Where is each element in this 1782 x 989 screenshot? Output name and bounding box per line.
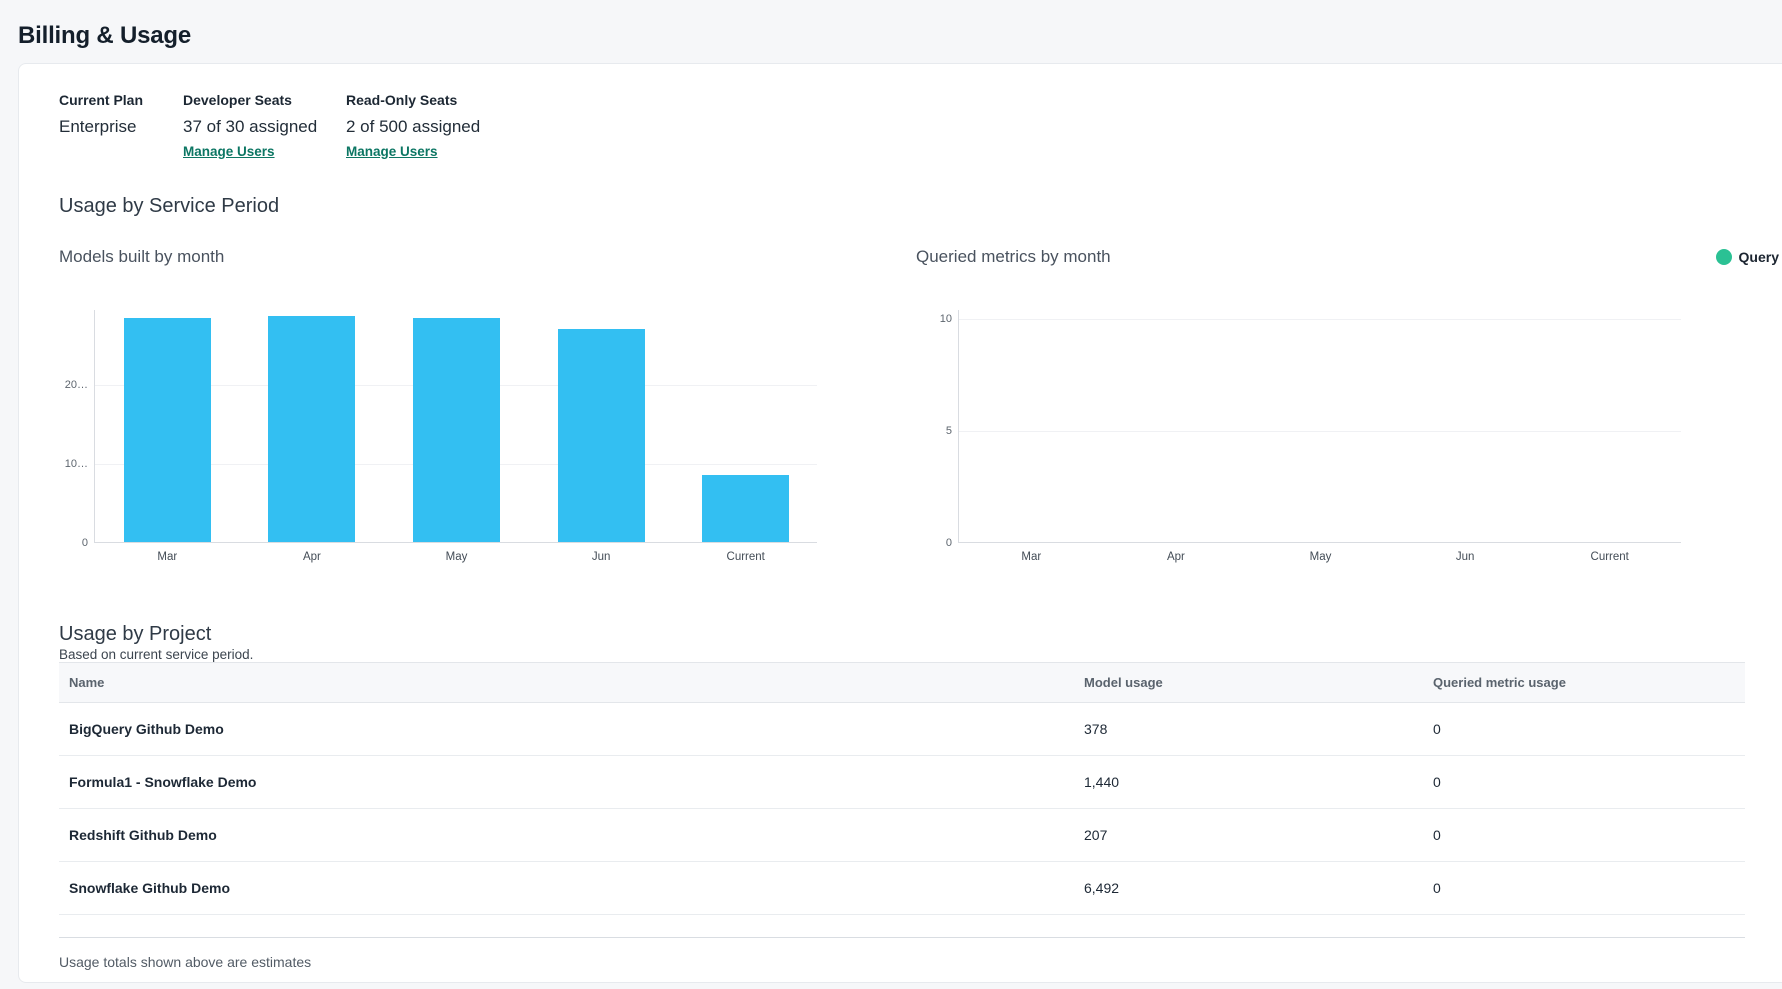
project-name-cell: Redshift Github Demo [69, 827, 217, 843]
y-axis-tick-label: 0 [945, 537, 952, 549]
queried-metric-usage-cell: 0 [1433, 827, 1441, 843]
x-axis-tick-label: Current [726, 551, 765, 563]
service-period-heading: Usage by Service Period [59, 195, 280, 217]
bar-may [413, 317, 500, 542]
query-legend: Query [1715, 249, 1779, 265]
developer-seats-value: 37 of 30 assigned [183, 117, 318, 136]
current-plan-label: Current Plan [59, 92, 144, 108]
developer-seats-label: Developer Seats [183, 92, 292, 108]
metrics-chart-title: Queried metrics by month [916, 247, 1111, 266]
footer-divider [59, 937, 1745, 938]
models-built-chart: Models built by month 0 10… 20… Mar Apr May Ju… [59, 246, 817, 563]
column-header-model-usage: Model usage [1074, 662, 1423, 703]
developer-seats-section: Developer Seats 37 of 30 assigned Manage… [183, 92, 346, 161]
charts-row: Models built by month 0 10… 20… Mar Apr May Ju… [59, 246, 1779, 563]
table-row: Redshift Github Demo 207 0 [59, 809, 1745, 862]
y-axis-tick-label: 10… [64, 458, 88, 471]
usage-by-project-table: Name Model usage Queried metric usage Bi… [59, 662, 1745, 915]
readonly-seats-section: Read-Only Seats 2 of 500 assigned Manage… [346, 92, 480, 161]
x-axis-tick-label: Jun [591, 551, 611, 563]
current-plan-value: Enterprise [59, 117, 137, 136]
queried-metric-usage-cell: 0 [1433, 774, 1441, 790]
billing-card: Current Plan Enterprise Developer Seats … [18, 63, 1782, 983]
project-usage-subheading: Based on current service period. [59, 647, 254, 662]
readonly-seats-value: 2 of 500 assigned [346, 117, 481, 136]
column-header-name: Name [59, 662, 1074, 703]
bar-jun [557, 328, 645, 542]
gridline [959, 430, 1681, 432]
queried-metric-usage-cell: 0 [1433, 880, 1441, 896]
y-axis-tick-label: 0 [81, 537, 88, 549]
table-row: BigQuery Github Demo 378 0 [59, 703, 1745, 756]
metrics-chart-plot: 0 5 10 Mar Apr May Jun Current [940, 310, 1681, 563]
y-axis-tick-label: 20… [64, 379, 88, 392]
models-chart-plot: 0 10… 20… Mar Apr May Jun Current [65, 310, 817, 563]
queried-metrics-chart: Queried metrics by month Query 0 5 10 Mar Ap… [916, 246, 1779, 563]
model-usage-cell: 1,440 [1084, 774, 1120, 790]
column-header-queried-metric-usage: Queried metric usage [1423, 662, 1745, 703]
project-usage-heading: Usage by Project [59, 623, 212, 645]
queried-metric-usage-cell: 0 [1433, 721, 1441, 737]
project-name-cell: Formula1 - Snowflake Demo [69, 774, 257, 790]
gridline [959, 318, 1681, 320]
table-row: Formula1 - Snowflake Demo 1,440 0 [59, 756, 1745, 809]
manage-readonly-users-link[interactable]: Manage Users [346, 144, 438, 159]
readonly-seats-label: Read-Only Seats [346, 92, 458, 108]
query-legend-label: Query [1738, 249, 1779, 265]
model-usage-cell: 378 [1084, 721, 1108, 737]
page-title: Billing & Usage [18, 22, 192, 49]
bar-apr [268, 316, 356, 542]
bar-current [702, 474, 790, 542]
x-axis-tick-label: May [1309, 551, 1332, 563]
x-axis-tick-label: Current [1590, 551, 1629, 563]
table-header-row: Name Model usage Queried metric usage [59, 662, 1745, 703]
x-axis-tick-label: Apr [302, 551, 321, 563]
query-legend-dot-icon [1715, 249, 1732, 265]
usage-footnote: Usage totals shown above are estimates [59, 954, 312, 970]
y-axis-tick-label: 5 [945, 424, 952, 437]
current-plan-section: Current Plan Enterprise [59, 92, 183, 161]
project-name-cell: BigQuery Github Demo [69, 721, 224, 737]
models-chart-title: Models built by month [59, 247, 225, 266]
plan-summary: Current Plan Enterprise Developer Seats … [59, 92, 1743, 161]
table-row: Snowflake Github Demo 6,492 0 [59, 862, 1745, 915]
model-usage-cell: 207 [1084, 827, 1108, 843]
manage-developer-users-link[interactable]: Manage Users [183, 144, 275, 159]
y-axis-tick-label: 10 [939, 312, 952, 325]
x-axis-tick-label: Apr [1166, 551, 1185, 563]
model-usage-cell: 6,492 [1084, 880, 1120, 896]
bar-mar [123, 317, 211, 542]
x-axis-tick-label: May [445, 551, 468, 563]
project-name-cell: Snowflake Github Demo [69, 880, 231, 896]
x-axis-tick-label: Jun [1455, 551, 1475, 563]
x-axis-tick-label: Mar [157, 551, 178, 563]
x-axis-tick-label: Mar [1021, 551, 1042, 563]
